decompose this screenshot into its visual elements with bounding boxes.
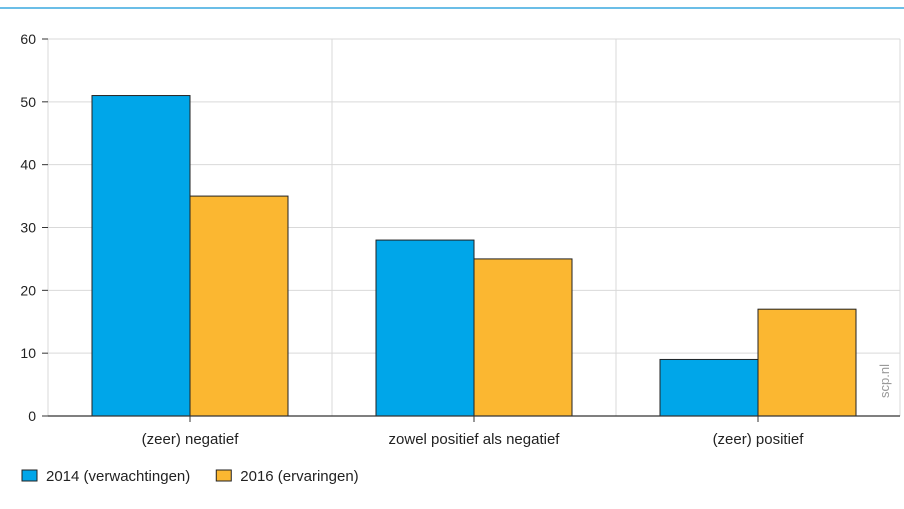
legend-swatch	[21, 469, 38, 482]
y-tick-label: 50	[20, 94, 36, 110]
y-tick-label: 60	[20, 31, 36, 47]
category-label: zowel positief als negatief	[389, 431, 561, 448]
legend-label: 2014 (verwachtingen)	[46, 468, 190, 485]
y-tick-labels: 0 10 20 30 40 50 60	[20, 31, 36, 424]
legend-item: 2014 (verwachtingen)	[21, 468, 190, 485]
y-tick-label: 40	[20, 157, 36, 173]
legend-item: 2016 (ervaringen)	[215, 468, 359, 485]
source-label: scp.nl	[877, 364, 892, 398]
y-tick-label: 0	[28, 408, 36, 424]
y-tick-label: 20	[20, 282, 36, 298]
legend-label: 2016 (ervaringen)	[240, 468, 358, 485]
category-labels: (zeer) negatief zowel positief als negati…	[142, 431, 805, 448]
legend: 2014 (verwachtingen) 2016 (ervaringen)	[21, 468, 359, 485]
y-tick-label: 30	[20, 220, 36, 236]
bar	[473, 258, 573, 417]
bar	[189, 195, 289, 417]
legend-swatch	[215, 469, 232, 482]
bar	[659, 358, 759, 417]
bars	[91, 95, 857, 417]
bar	[757, 308, 857, 417]
category-label: (zeer) positief	[713, 431, 805, 448]
bar	[375, 239, 475, 417]
bar	[91, 95, 191, 417]
category-label: (zeer) negatief	[142, 431, 240, 448]
axes	[42, 38, 900, 422]
y-tick-label: 10	[20, 345, 36, 361]
